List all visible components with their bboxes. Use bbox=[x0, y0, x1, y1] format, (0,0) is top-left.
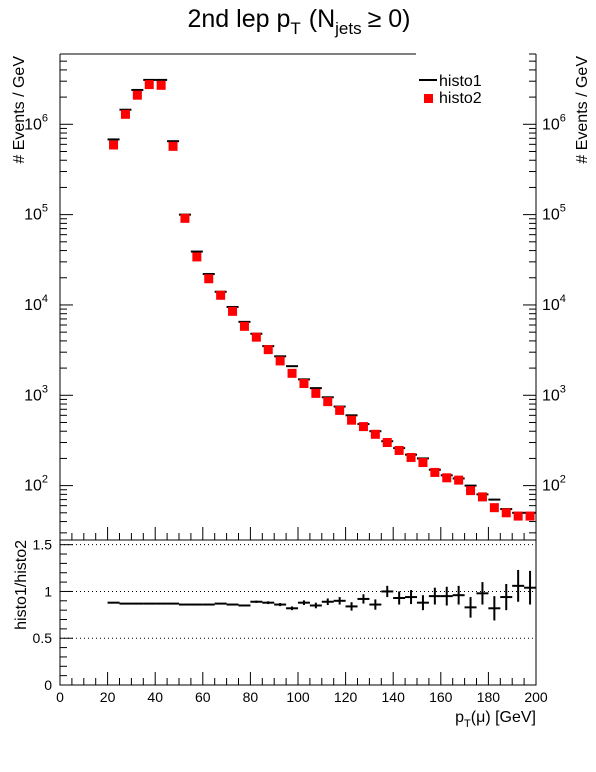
histo2-point bbox=[204, 274, 214, 284]
ratio-plot-frame bbox=[59, 539, 537, 686]
histo2-point bbox=[192, 252, 202, 262]
histo2-point bbox=[239, 321, 249, 331]
histo2-point bbox=[525, 511, 535, 521]
legend-marker-histo2 bbox=[424, 94, 433, 103]
histo2-point bbox=[382, 438, 392, 448]
chart-title: 2nd lep pT (Njets ≥ 0) bbox=[187, 5, 410, 38]
legend: histo1 histo2 bbox=[419, 73, 482, 107]
x-tick-label: 40 bbox=[147, 689, 163, 705]
x-tick-label: 20 bbox=[100, 689, 116, 705]
y-tick-label-right: 102 bbox=[542, 474, 566, 495]
y-tick-label-right: 103 bbox=[542, 383, 566, 404]
histo2-point bbox=[156, 80, 166, 90]
histo2-point bbox=[442, 473, 452, 483]
histo2-point bbox=[311, 388, 321, 398]
histo2-point bbox=[180, 213, 190, 223]
histo2-point bbox=[335, 405, 345, 415]
y-tick-label-right: 105 bbox=[542, 203, 566, 224]
y-axis-label-right: # Events / GeV bbox=[574, 56, 591, 164]
histo2-point bbox=[299, 379, 309, 389]
histo2-point bbox=[228, 306, 238, 316]
histo2-point bbox=[323, 397, 333, 407]
histo2-point bbox=[477, 492, 487, 502]
histo2-point bbox=[216, 290, 226, 300]
y-tick-label-left: 104 bbox=[24, 293, 48, 314]
ratio-data bbox=[107, 569, 537, 621]
histo2-point bbox=[132, 90, 142, 100]
histo2-point bbox=[168, 141, 178, 151]
x-tick-label: 160 bbox=[429, 689, 453, 705]
ratio-y-tick-labels: 0 0.5 1 1.5 bbox=[33, 537, 53, 693]
ratio-y-tick-label: 0 bbox=[44, 677, 52, 693]
ratio-y-tick-label: 1 bbox=[44, 583, 52, 599]
histo2-point bbox=[275, 356, 285, 366]
y-tick-label-left: 106 bbox=[24, 112, 48, 133]
ratio-panel: 0 0.5 1 1.5 0 20 40 60 80 100 120 140 160 180 200 his… bbox=[13, 537, 548, 730]
x-tick-label: 60 bbox=[195, 689, 211, 705]
x-tick-label: 200 bbox=[524, 689, 548, 705]
x-tick-label: 120 bbox=[334, 689, 358, 705]
histo2-point bbox=[489, 503, 499, 513]
legend-label-histo1: histo1 bbox=[439, 73, 482, 90]
legend-label-histo2: histo2 bbox=[439, 90, 482, 107]
ratio-y-axis-label: histo1/histo2 bbox=[13, 540, 30, 630]
ratio-reference-lines bbox=[60, 544, 536, 639]
x-tick-label: 80 bbox=[243, 689, 259, 705]
histo2-point bbox=[263, 345, 273, 355]
histo2-point bbox=[394, 445, 404, 455]
histo2-point bbox=[347, 415, 357, 425]
histo2-point bbox=[454, 475, 464, 485]
y-tick-label-left: 105 bbox=[24, 203, 48, 224]
y-tick-labels-left: 102 103 104 105 106 bbox=[24, 112, 48, 494]
y-tick-labels-right: 102 103 104 105 106 bbox=[542, 112, 566, 494]
histo2-point bbox=[501, 508, 511, 518]
upper-data bbox=[107, 78, 537, 521]
histo2-point bbox=[418, 458, 428, 468]
histo2-point bbox=[406, 452, 416, 462]
y-tick-label-left: 102 bbox=[24, 474, 48, 495]
x-tick-label: 140 bbox=[382, 689, 406, 705]
upper-panel: 102 103 104 105 106 102 103 104 105 106 # Events… bbox=[11, 53, 591, 540]
histo2-point bbox=[287, 368, 297, 378]
y-tick-label-right: 104 bbox=[542, 293, 566, 314]
histo2-point bbox=[120, 109, 130, 119]
histo2-point bbox=[251, 332, 261, 342]
y-tick-label-left: 103 bbox=[24, 383, 48, 404]
histo2-point bbox=[430, 467, 440, 477]
y-axis-label-left: # Events / GeV bbox=[11, 56, 28, 164]
x-axis-label: pT(μ) [GeV] bbox=[455, 709, 536, 730]
ratio-y-tick-label: 1.5 bbox=[33, 537, 53, 553]
histo2-point bbox=[370, 429, 380, 439]
x-tick-label: 180 bbox=[477, 689, 501, 705]
histo2-point bbox=[109, 140, 119, 150]
x-tick-labels: 0 20 40 60 80 100 120 140 160 180 200 bbox=[56, 689, 548, 705]
y-tick-label-right: 106 bbox=[542, 112, 566, 133]
x-tick-label: 100 bbox=[286, 689, 310, 705]
upper-ticks bbox=[59, 53, 537, 540]
histo2-point bbox=[466, 486, 476, 496]
upper-plot-frame bbox=[59, 53, 537, 540]
histo2-point bbox=[513, 511, 523, 521]
histo2-point bbox=[358, 422, 368, 432]
ratio-y-tick-label: 0.5 bbox=[33, 630, 53, 646]
histo2-point bbox=[144, 80, 154, 90]
x-tick-label: 0 bbox=[56, 689, 64, 705]
